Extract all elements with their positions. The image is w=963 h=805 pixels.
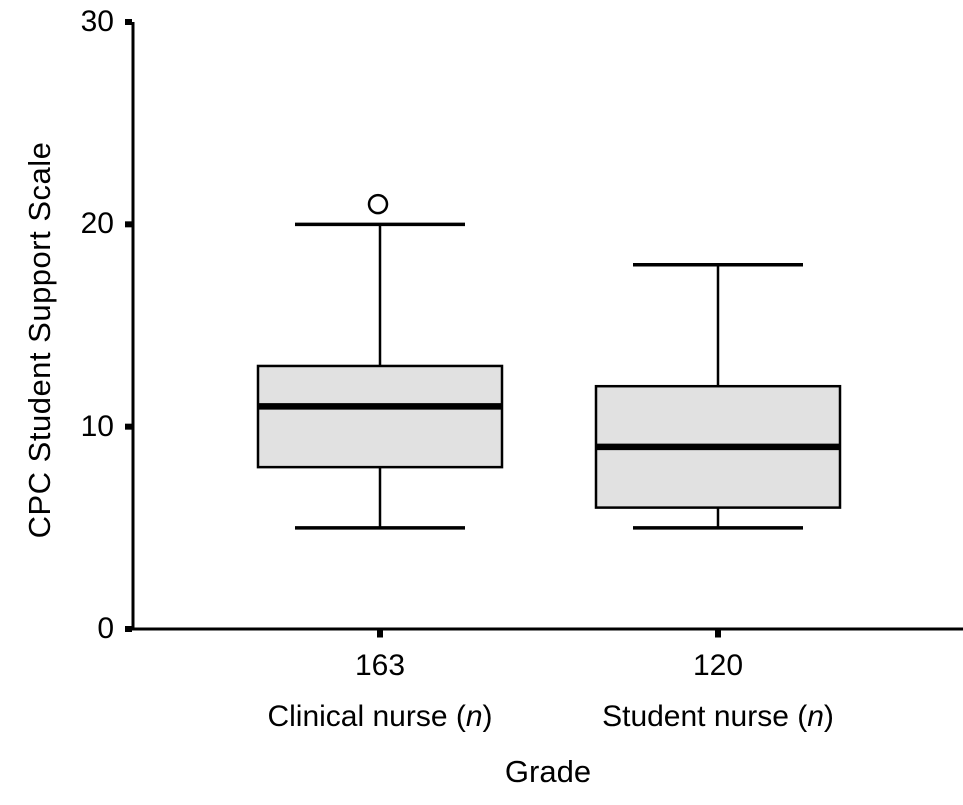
y-tick-label: 0: [97, 612, 114, 645]
y-tick-mark: [125, 423, 132, 430]
x-tick-mark: [377, 630, 383, 638]
group-count-label: 163: [354, 649, 406, 682]
y-tick-mark: [125, 19, 132, 25]
y-tick-mark: [125, 626, 132, 632]
y-tick-mark: [125, 221, 132, 228]
x-axis-title: Grade: [504, 754, 592, 789]
y-tick-label: 30: [80, 5, 114, 38]
group-name-label: Student nurse (n): [602, 700, 834, 733]
group-count-label: 120: [692, 649, 744, 682]
y-tick-label: 10: [80, 409, 114, 443]
y-tick-label: 20: [80, 207, 114, 241]
group-name-label: Clinical nurse (n): [267, 700, 493, 733]
x-tick-mark: [715, 630, 721, 638]
y-axis-title: CPC Student Support Scale: [22, 141, 57, 539]
iqr-box: [256, 364, 504, 469]
outlier-point: [367, 193, 389, 215]
